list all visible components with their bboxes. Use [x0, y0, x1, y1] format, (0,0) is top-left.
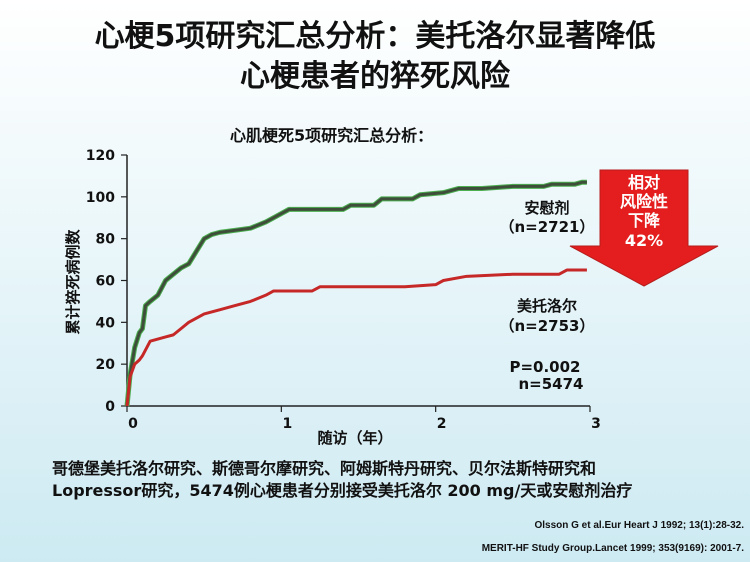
metoprolol-line: [125, 268, 587, 407]
x-axis-label: 随访（年）: [317, 429, 392, 447]
study-footnote: 哥德堡美托洛尔研究、斯德哥尔摩研究、阿姆斯特丹研究、贝尔法斯特研究和 Lopre…: [52, 458, 732, 502]
reference-1: Olsson G et al.Eur Heart J 1992; 13(1):2…: [534, 520, 744, 531]
reference-2: MERIT-HF Study Group.Lancet 1999; 353(91…: [481, 543, 744, 554]
x-tick-label: 1: [282, 416, 292, 432]
slide-title-line1: 心梗5项研究汇总分析：美托洛尔显著降低: [94, 19, 656, 54]
chart-ticks: 0 20 40 60 80 100 120 0 1 2 3: [86, 148, 601, 432]
y-tick-label: 100: [86, 190, 115, 206]
slide-title-line2: 心梗患者的猝死风险: [240, 59, 510, 94]
footnote-line2: Lopressor研究，5474例心梗患者分别接受美托洛尔 200 mg/天或安…: [52, 481, 633, 500]
arrow-text-line3: 下降: [628, 211, 661, 230]
x-tick-label: 2: [437, 416, 447, 432]
y-tick-label: 0: [105, 399, 115, 415]
arrow-text-line1: 相对: [628, 173, 660, 192]
chart-title: 心肌梗死5项研究汇总分析：: [230, 126, 434, 145]
arrow-text-line2: 风险性: [620, 192, 668, 211]
y-tick-label: 80: [96, 232, 116, 248]
placebo-label-name: 安慰剂: [524, 199, 569, 217]
y-tick-label: 40: [96, 315, 116, 331]
footnote-line1: 哥德堡美托洛尔研究、斯德哥尔摩研究、阿姆斯特丹研究、贝尔法斯特研究和: [52, 459, 597, 478]
p-value: P=0.002: [509, 358, 580, 376]
chart-lines: [124, 179, 587, 407]
y-tick-label: 120: [86, 148, 115, 164]
y-tick-label: 60: [96, 274, 116, 290]
arrow-text-line4: 42%: [625, 231, 663, 250]
metoprolol-label-n: （n=2753）: [500, 317, 595, 335]
arrow-shape: [569, 169, 719, 287]
y-axis-label: 累计猝死病例数: [64, 229, 82, 335]
n-total: n=5474: [519, 375, 584, 393]
placebo-line: [125, 180, 587, 407]
risk-reduction-arrow: 相对 风险性 下降 42%: [569, 169, 719, 287]
x-tick-label: 0: [128, 416, 138, 432]
y-tick-label: 20: [96, 357, 116, 373]
metoprolol-label-name: 美托洛尔: [517, 297, 577, 315]
x-tick-label: 3: [591, 416, 601, 432]
placebo-label-n: （n=2721）: [500, 218, 595, 236]
